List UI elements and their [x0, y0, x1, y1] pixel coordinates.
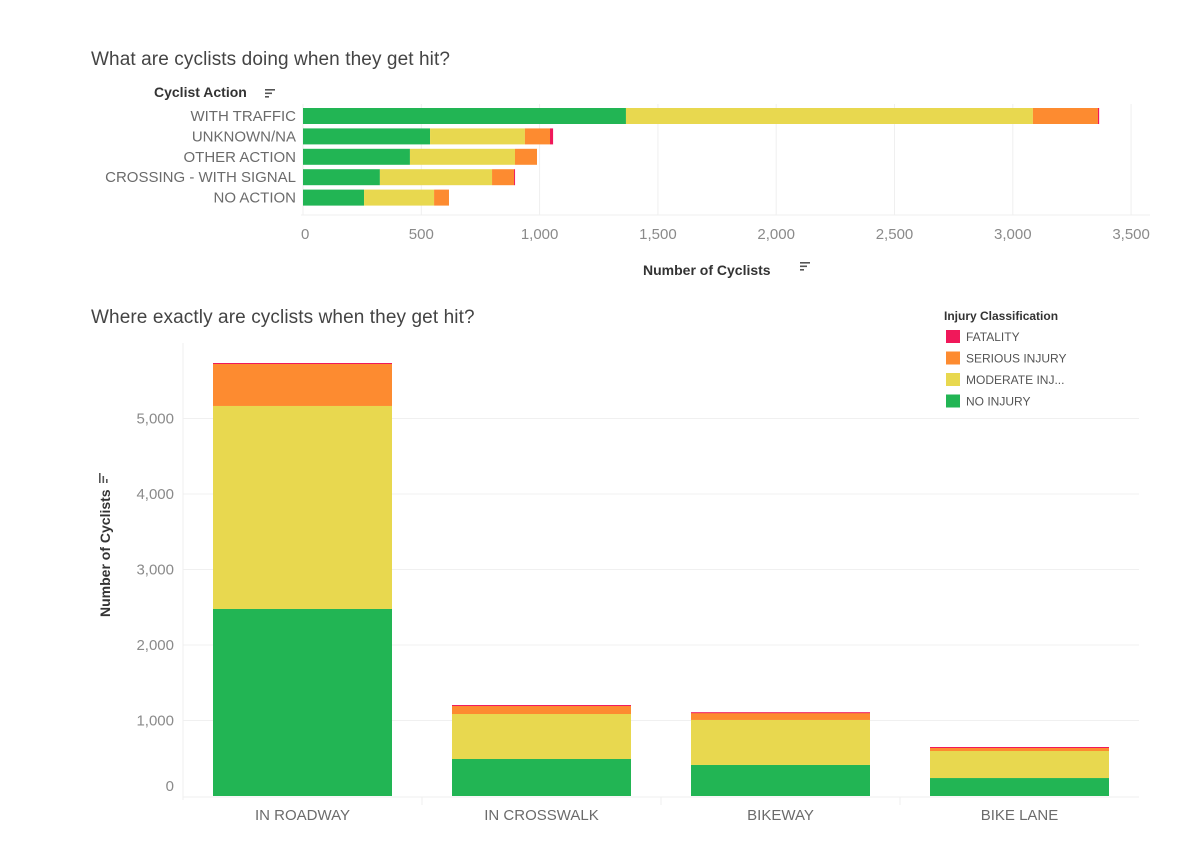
x-tick-label: 3,500 — [1112, 226, 1150, 243]
legend-item-no-injury[interactable]: NO INJURY — [946, 394, 1030, 409]
bar-segment-moderate-injury[interactable] — [379, 169, 493, 186]
bar-segment-moderate-injury[interactable] — [452, 714, 631, 760]
bar-segment-no-injury[interactable] — [213, 608, 392, 796]
bar-segment-serious-injury[interactable] — [434, 189, 449, 206]
bar-segment-serious-injury[interactable] — [524, 128, 551, 145]
y-axis-title[interactable]: Number of Cyclists — [97, 489, 113, 617]
sort-descending-icon[interactable] — [800, 262, 810, 271]
legend-swatch — [946, 330, 960, 343]
bar-segment-fatality[interactable] — [452, 705, 631, 707]
bar-segment-fatality[interactable] — [514, 169, 516, 186]
bar-segment-no-injury[interactable] — [303, 169, 380, 186]
x-tick-label: 0 — [301, 226, 309, 243]
x-tick-label: 1,000 — [521, 226, 559, 243]
x-tick-label: 500 — [409, 226, 434, 243]
bar-segment-serious-injury[interactable] — [691, 713, 870, 720]
bar-segment-fatality[interactable] — [691, 712, 870, 714]
legend-label: FATALITY — [966, 330, 1020, 344]
category-label[interactable]: WITH TRAFFIC — [190, 108, 296, 125]
legend-item-fatality[interactable]: FATALITY — [946, 330, 1020, 344]
bar-segment-fatality[interactable] — [1097, 108, 1100, 124]
bar-segment-serious-injury[interactable] — [452, 706, 631, 715]
x-tick-label: 3,000 — [994, 226, 1032, 243]
category-label[interactable]: BIKE LANE — [981, 807, 1059, 824]
sort-descending-icon[interactable] — [265, 89, 275, 98]
bar-segment-moderate-injury[interactable] — [691, 719, 870, 765]
bar-segment-moderate-injury[interactable] — [625, 108, 1033, 124]
legend-swatch — [946, 394, 960, 408]
bar-segment-fatality[interactable] — [550, 128, 554, 145]
bar-segment-serious-injury[interactable] — [930, 747, 1109, 752]
sort-descending-icon[interactable] — [99, 473, 108, 483]
bar-segment-serious-injury[interactable] — [492, 169, 515, 186]
x-tick-label: 1,500 — [639, 226, 677, 243]
bar-segment-fatality[interactable] — [213, 363, 392, 365]
category-label[interactable]: CROSSING - WITH SIGNAL — [105, 169, 296, 186]
legend-swatch — [946, 373, 960, 386]
category-label[interactable]: BIKEWAY — [747, 807, 814, 824]
legend-item-moderate-injury[interactable]: MODERATE INJ... — [946, 373, 1064, 387]
bar-segment-no-injury[interactable] — [303, 108, 626, 124]
category-label[interactable]: OTHER ACTION — [183, 149, 296, 166]
bar-segment-moderate-injury[interactable] — [213, 405, 392, 609]
y-tick-label: 0 — [166, 778, 174, 795]
y-tick-label: 1,000 — [136, 713, 174, 730]
bar-segment-no-injury[interactable] — [452, 759, 631, 796]
legend-item-serious-injury[interactable]: SERIOUS INJURY — [946, 351, 1066, 366]
chart-title-cyclist-action: What are cyclists doing when they get hi… — [91, 49, 451, 70]
y-tick-label: 4,000 — [136, 486, 174, 503]
bar-segment-fatality[interactable] — [930, 747, 1109, 749]
y-axis-header-cyclist-action[interactable]: Cyclist Action — [154, 84, 247, 100]
chart-title-cyclist-location: Where exactly are cyclists when they get… — [91, 307, 475, 328]
category-label[interactable]: NO ACTION — [213, 190, 296, 207]
bar-segment-no-injury[interactable] — [930, 778, 1109, 796]
bar-segment-no-injury[interactable] — [303, 148, 410, 165]
legend: Injury Classification FATALITY SERIOUS IN… — [944, 309, 1066, 409]
x-tick-label: 2,000 — [757, 226, 795, 243]
legend-label: SERIOUS INJURY — [966, 352, 1066, 366]
y-tick-label: 2,000 — [136, 637, 174, 654]
y-tick-label: 3,000 — [136, 562, 174, 579]
bar-segment-no-injury[interactable] — [303, 189, 365, 206]
legend-title: Injury Classification — [944, 309, 1058, 323]
bar-segment-no-injury[interactable] — [691, 764, 870, 796]
category-label[interactable]: IN CROSSWALK — [484, 807, 598, 824]
bar-segment-moderate-injury[interactable] — [930, 751, 1109, 779]
bar-segment-serious-injury[interactable] — [1032, 108, 1098, 124]
legend-swatch — [946, 351, 960, 365]
cyclist-action-chart: 0 500 1,000 1,500 2,000 2,500 3,000 3,500 WITH … — [105, 84, 1150, 278]
bar-segment-moderate-injury[interactable] — [364, 189, 435, 206]
legend-label: MODERATE INJ... — [966, 373, 1064, 387]
category-label[interactable]: UNKNOWN/NA — [192, 128, 296, 145]
bar-segment-serious-injury[interactable] — [213, 363, 392, 406]
x-tick-label: 2,500 — [876, 226, 914, 243]
bar-segment-moderate-injury[interactable] — [430, 128, 525, 145]
bar-segment-no-injury[interactable] — [303, 128, 431, 145]
y-tick-label: 5,000 — [136, 411, 174, 428]
bar-segment-moderate-injury[interactable] — [409, 148, 515, 165]
bar-segment-serious-injury[interactable] — [514, 148, 537, 165]
legend-label: NO INJURY — [966, 395, 1030, 409]
category-label[interactable]: IN ROADWAY — [255, 807, 350, 824]
x-axis-title[interactable]: Number of Cyclists — [643, 262, 771, 278]
